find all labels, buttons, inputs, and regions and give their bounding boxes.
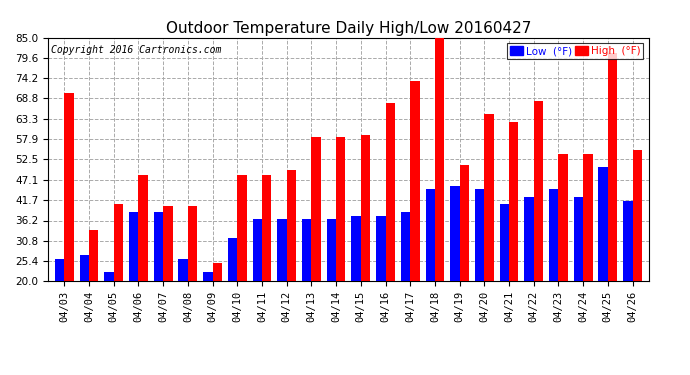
- Bar: [583, 154, 593, 281]
- Bar: [302, 219, 311, 281]
- Bar: [188, 206, 197, 281]
- Bar: [89, 230, 99, 281]
- Bar: [376, 216, 386, 281]
- Bar: [237, 175, 246, 281]
- Bar: [435, 36, 444, 281]
- Bar: [524, 197, 534, 281]
- Bar: [460, 165, 469, 281]
- Bar: [608, 53, 618, 281]
- Bar: [203, 272, 213, 281]
- Bar: [509, 122, 518, 281]
- Bar: [623, 201, 633, 281]
- Bar: [179, 259, 188, 281]
- Bar: [386, 103, 395, 281]
- Bar: [401, 212, 411, 281]
- Bar: [79, 255, 89, 281]
- Text: Copyright 2016 Cartronics.com: Copyright 2016 Cartronics.com: [51, 45, 221, 55]
- Bar: [361, 135, 371, 281]
- Bar: [351, 216, 361, 281]
- Bar: [262, 175, 271, 281]
- Bar: [311, 137, 321, 281]
- Bar: [411, 81, 420, 281]
- Bar: [154, 212, 163, 281]
- Bar: [326, 219, 336, 281]
- Bar: [558, 154, 568, 281]
- Bar: [475, 189, 484, 281]
- Bar: [55, 259, 64, 281]
- Bar: [598, 167, 608, 281]
- Bar: [451, 186, 460, 281]
- Bar: [534, 101, 543, 281]
- Bar: [253, 219, 262, 281]
- Legend: Low  (°F), High  (°F): Low (°F), High (°F): [507, 43, 643, 59]
- Bar: [336, 137, 346, 281]
- Bar: [228, 238, 237, 281]
- Title: Outdoor Temperature Daily High/Low 20160427: Outdoor Temperature Daily High/Low 20160…: [166, 21, 531, 36]
- Bar: [574, 197, 583, 281]
- Bar: [129, 212, 139, 281]
- Bar: [64, 93, 74, 281]
- Bar: [286, 170, 296, 281]
- Bar: [633, 150, 642, 281]
- Bar: [139, 175, 148, 281]
- Bar: [213, 262, 222, 281]
- Bar: [163, 206, 172, 281]
- Bar: [114, 204, 123, 281]
- Bar: [104, 272, 114, 281]
- Bar: [484, 114, 494, 281]
- Bar: [500, 204, 509, 281]
- Bar: [549, 189, 558, 281]
- Bar: [277, 219, 286, 281]
- Bar: [426, 189, 435, 281]
